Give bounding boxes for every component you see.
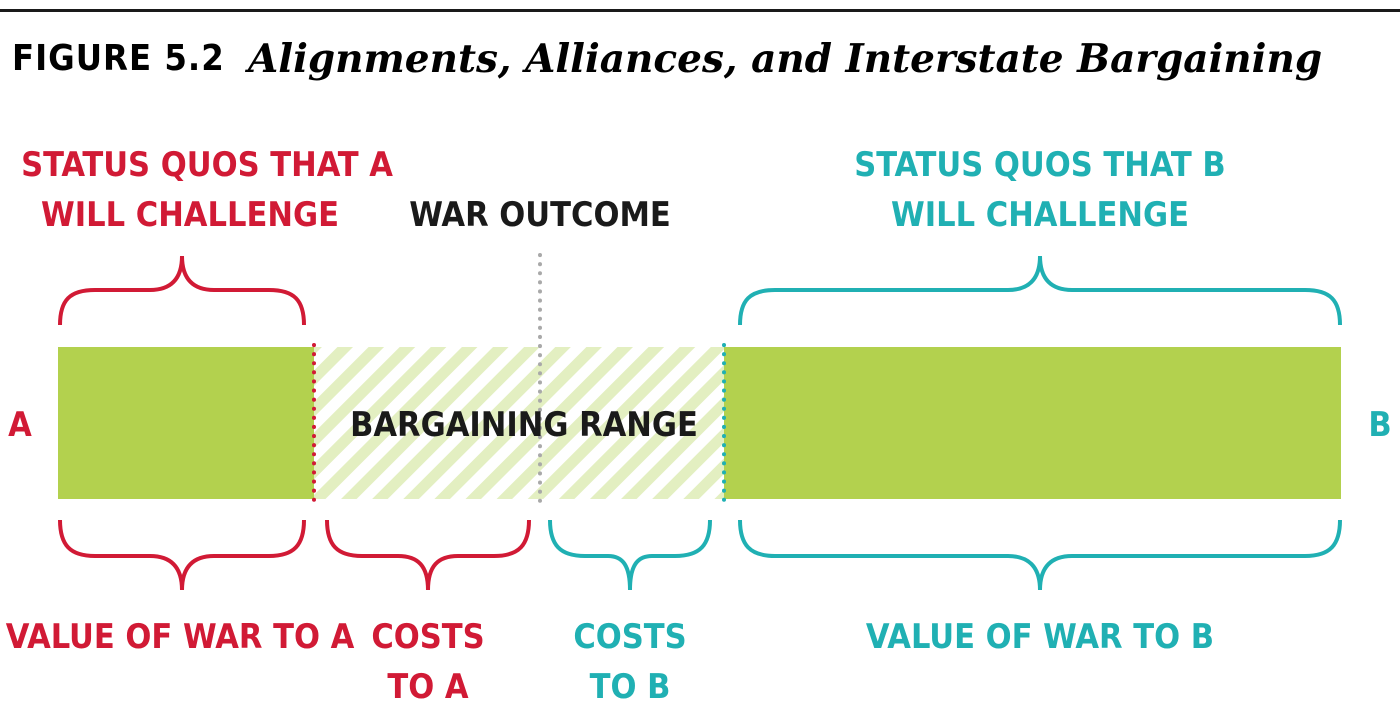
bargaining-range-region xyxy=(314,347,724,499)
top-rule xyxy=(0,9,1400,12)
status-quo-b-line1: STATUS QUOS THAT B xyxy=(854,145,1226,185)
brace-status-quo-a xyxy=(58,255,306,326)
costs-a-line2: TO A xyxy=(387,667,469,707)
war-outcome-label: WAR OUTCOME xyxy=(409,195,671,235)
status-quo-a-line1: STATUS QUOS THAT A xyxy=(21,145,393,185)
bar-segment-a xyxy=(58,347,314,499)
endpoint-a-label: A xyxy=(8,405,32,445)
value-war-b-label: VALUE OF WAR TO B xyxy=(866,617,1214,657)
figure-number: FIGURE 5.2 xyxy=(12,38,225,79)
costs-a-line1: COSTS xyxy=(371,617,484,657)
value-war-a-label: VALUE OF WAR TO A xyxy=(6,617,355,657)
status-quo-a-line2: WILL CHALLENGE xyxy=(41,195,339,235)
brace-value-war-a xyxy=(58,519,306,591)
brace-costs-a xyxy=(325,519,531,591)
bar-segment-b xyxy=(724,347,1341,499)
brace-status-quo-b xyxy=(738,255,1342,326)
bargaining-range-label: BARGAINING RANGE xyxy=(350,405,698,445)
costs-b-line2: TO B xyxy=(590,667,671,707)
brace-value-war-b xyxy=(738,519,1342,591)
status-quo-b-line2: WILL CHALLENGE xyxy=(891,195,1189,235)
endpoint-b-label: B xyxy=(1368,405,1391,445)
figure-title: Alignments, Alliances, and Interstate Ba… xyxy=(248,36,1323,82)
brace-costs-b xyxy=(548,519,712,591)
costs-b-line1: COSTS xyxy=(573,617,686,657)
